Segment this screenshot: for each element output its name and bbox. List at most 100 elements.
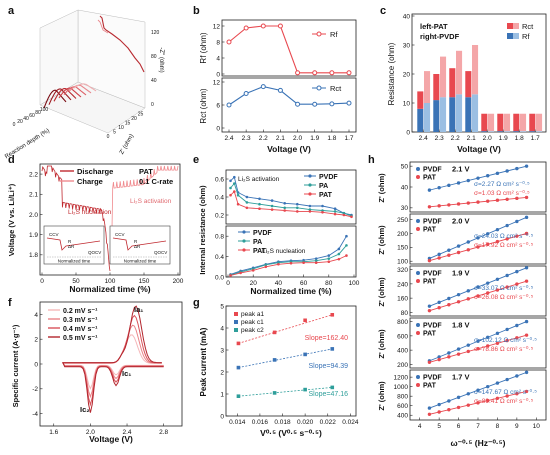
data-point-h: [427, 360, 432, 364]
data-point-bottom: [337, 252, 341, 256]
data-point-h: [495, 381, 500, 385]
data-point-h: [495, 288, 500, 292]
bar-rf: [472, 94, 479, 132]
y-tick-label: 1000: [394, 384, 409, 391]
legend-marker-pat: [416, 175, 420, 179]
data-point-g: [272, 330, 277, 335]
y-tick-label: 0.4: [215, 254, 224, 261]
data-point-top: [236, 202, 240, 206]
legend-marker-g: [234, 328, 238, 332]
legend-label-pat: PAT: [423, 227, 437, 234]
data-point-g: [330, 347, 335, 351]
data-point-top: [229, 186, 232, 190]
data-point-h: [456, 202, 461, 206]
y-tick-label: 0.6: [215, 176, 224, 183]
annotation-nucleation: Li₂S nucleation: [68, 209, 112, 216]
y-tick-label: 2: [220, 369, 224, 376]
data-point-rct: [312, 101, 318, 107]
data-point-h: [505, 169, 509, 173]
legend-label-pvdf: PVDF: [423, 167, 442, 174]
data-point-top: [321, 211, 324, 214]
bar-rct: [529, 113, 536, 132]
axis-b-rf-label: Rf (ohm): [199, 32, 208, 63]
data-point-h: [505, 394, 509, 398]
sigma-pvdf: σ=147.67 Ω cm² s⁻⁰·⁵: [474, 388, 537, 396]
data-point-h: [437, 357, 441, 362]
sigma-pvdf: σ=33.07 Ω cm² s⁻⁰·⁵: [474, 284, 534, 292]
data-point-top: [321, 204, 324, 208]
legend-marker-pvdf: [416, 167, 420, 171]
data-point-h: [427, 406, 432, 410]
legend-marker-g: [234, 320, 238, 324]
data-point-rf: [346, 70, 352, 76]
inset-left-qocv-label: QOCV: [88, 250, 101, 255]
data-point-top: [333, 207, 337, 210]
x-tick-label: 2.2: [451, 135, 460, 142]
sigma-pat: σ=26.08 Ω cm² s⁻⁰·⁵: [474, 293, 534, 301]
legend-marker-pvdf: [416, 271, 420, 275]
data-point-rct: [226, 102, 232, 108]
data-point-top: [342, 211, 346, 215]
data-point-bottom: [302, 261, 305, 265]
y-tick-label: 2: [34, 337, 38, 344]
sigma-pat: σ=78.86 Ω cm² s⁻⁰·⁵: [474, 345, 534, 353]
data-point-h: [524, 195, 529, 200]
data-point-h: [437, 186, 441, 190]
sigma-pat: σ=1.03 Ω cm² s⁻⁰·⁵: [474, 189, 530, 197]
legend-marker-pat: [416, 227, 420, 231]
data-point-rf: [329, 70, 335, 76]
y-tick-label: 2.1: [29, 192, 38, 199]
series-line-discharge: [41, 165, 111, 272]
bar-rf: [529, 131, 536, 132]
data-point-h: [456, 352, 461, 356]
x-tick-label: 2.0: [86, 429, 95, 436]
data-point-h: [456, 292, 461, 297]
x-tick-label: 20: [17, 119, 23, 125]
plot-frame-g: [225, 305, 357, 417]
plot-frame-h-row: [409, 317, 547, 369]
sigma-pat: σ=17.92 Ω cm² s⁻⁰·⁵: [474, 241, 534, 249]
data-point-top: [233, 175, 236, 179]
legend-label-pvdf: PVDF: [423, 375, 442, 382]
bar-rf: [465, 97, 472, 132]
legend-label-rct: Rct: [330, 84, 342, 93]
nyquist-curve: [68, 84, 92, 94]
data-point-h: [486, 232, 490, 236]
data-point-bottom: [345, 234, 348, 238]
y-tick-label: 30: [403, 42, 411, 49]
data-point-h: [486, 291, 490, 295]
bar-rf: [497, 131, 504, 132]
data-point-h: [437, 410, 441, 414]
y-tick-label: 1.9: [29, 232, 38, 239]
annotation-ic2: Ic₂: [80, 405, 90, 414]
x-tick-label: 2.1: [467, 135, 476, 142]
data-point-h: [476, 388, 480, 392]
data-point-h: [447, 253, 451, 257]
legend-label-discharge: Discharge: [77, 167, 113, 176]
sigma-pvdf: σ=102.12 Ω cm² s⁻⁰·⁵: [474, 336, 537, 344]
data-point-h: [447, 296, 451, 301]
data-point-h: [476, 285, 480, 289]
data-point-h: [466, 201, 470, 205]
y-tick-label: -4: [32, 411, 38, 418]
x-tick-label: 20: [250, 280, 258, 287]
bar-rct: [504, 113, 511, 132]
data-point-h: [466, 289, 470, 293]
annotation-ia1: Ia₁: [134, 305, 143, 314]
y-tick-label: 0: [107, 134, 110, 140]
y-tick-label: 0.2: [215, 212, 224, 219]
y-tick-label: 40: [401, 184, 409, 191]
bar-rf: [456, 94, 463, 132]
data-point-h: [427, 412, 432, 416]
axis-d-y-label: Voltage (V vs. Li/Li⁺): [7, 183, 16, 256]
data-point-g: [236, 365, 241, 370]
data-point-h: [447, 183, 451, 188]
slope-label-a1: Slope=162.40: [305, 335, 349, 342]
y-tick-label: 12: [213, 79, 221, 86]
y-tick-label: 2.2: [29, 171, 38, 178]
x-tick-label: 1.9: [310, 135, 319, 142]
data-point-h: [524, 215, 529, 220]
y-tick-label: 200: [397, 362, 408, 369]
annotation-ic1: Ic₁: [122, 369, 131, 378]
data-point-rct: [329, 101, 335, 107]
